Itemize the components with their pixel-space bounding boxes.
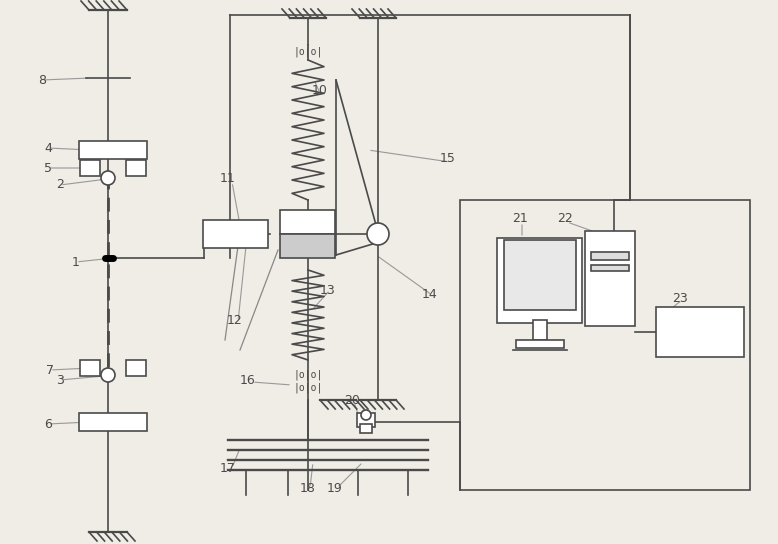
Bar [79, 141, 147, 159]
Text: 8: 8 [38, 73, 46, 86]
Circle shape [101, 171, 115, 185]
Text: 21: 21 [512, 212, 528, 225]
Text: 20: 20 [344, 393, 360, 406]
Bar [360, 423, 372, 432]
Text: |o|o|: |o|o| [293, 47, 323, 57]
Text: 13: 13 [320, 283, 336, 296]
Bar [460, 200, 750, 490]
Text: 6: 6 [44, 417, 52, 430]
Text: 7: 7 [46, 363, 54, 376]
Text: 17: 17 [220, 461, 236, 474]
Text: 14: 14 [422, 288, 438, 301]
Text: |o|o|: |o|o| [293, 370, 323, 380]
Circle shape [361, 410, 371, 420]
Bar [281, 234, 335, 258]
Text: 15: 15 [440, 151, 456, 164]
Bar [80, 160, 100, 176]
Text: 5: 5 [44, 162, 52, 175]
Text: 10: 10 [312, 83, 328, 96]
Text: 4: 4 [44, 141, 52, 154]
Bar [497, 238, 583, 323]
Bar [591, 252, 629, 260]
Bar [585, 231, 635, 325]
Bar [126, 160, 146, 176]
Bar [80, 360, 100, 376]
Bar [204, 220, 268, 248]
Text: 23: 23 [672, 292, 688, 305]
Text: 2: 2 [56, 178, 64, 191]
Text: 3: 3 [56, 374, 64, 386]
Text: 1: 1 [72, 256, 80, 269]
Bar [281, 210, 335, 234]
Text: 16: 16 [240, 374, 256, 386]
Text: 11: 11 [220, 171, 236, 184]
Text: 18: 18 [300, 481, 316, 494]
Bar [79, 413, 147, 431]
Bar [516, 340, 564, 348]
Bar [504, 240, 576, 310]
Text: |o|o|: |o|o| [293, 383, 323, 393]
Bar [533, 320, 547, 340]
Bar [656, 307, 744, 357]
Circle shape [101, 368, 115, 382]
Circle shape [367, 223, 389, 245]
Text: 22: 22 [557, 212, 573, 225]
Bar [357, 413, 375, 427]
Bar [126, 360, 146, 376]
Text: 12: 12 [227, 313, 243, 326]
Text: 19: 19 [327, 481, 343, 494]
Bar [591, 265, 629, 271]
